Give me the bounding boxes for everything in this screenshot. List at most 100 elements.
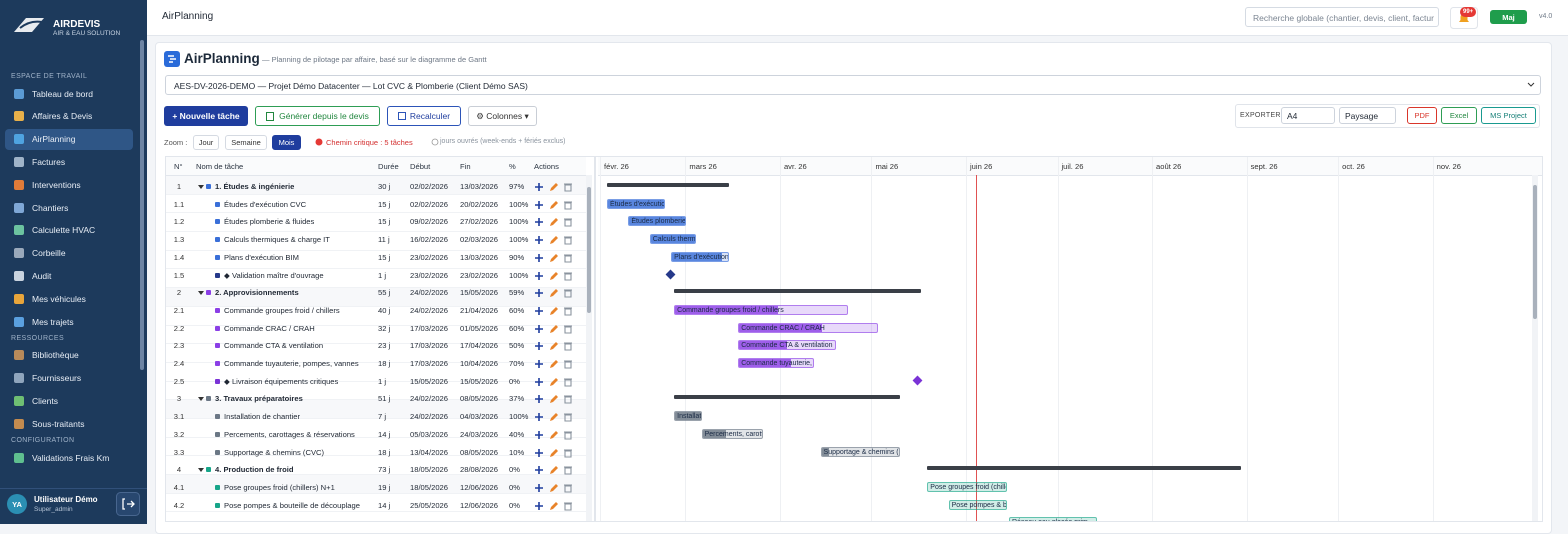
nav-item[interactable]: Calculette HVAC [5,220,133,241]
edit-task[interactable] [550,448,558,457]
add-subtask[interactable] [535,448,543,457]
edit-task[interactable] [550,360,558,368]
task-bar[interactable]: Percements, carottages & réservations [701,428,763,439]
add-subtask[interactable] [535,218,543,227]
edit-task[interactable] [550,289,558,298]
nav-item[interactable]: Interventions [5,174,133,195]
add-subtask[interactable] [535,483,543,492]
zoom-option[interactable]: Mois [272,135,301,150]
nav-item[interactable]: Affaires & Devis [5,106,133,127]
recalc-button[interactable]: Recalculer [387,106,461,126]
project-select[interactable]: AES-DV-2026-DEMO — Projet Démo Datacente… [165,75,1541,95]
edit-task[interactable] [550,218,558,227]
add-subtask[interactable] [535,377,543,386]
delete-task[interactable] [564,395,572,404]
add-subtask[interactable] [535,501,543,510]
pdf-button[interactable]: PDF [1407,107,1437,124]
toggle-icon[interactable] [197,184,205,190]
delete-task[interactable] [564,431,572,440]
add-subtask[interactable] [535,342,543,351]
nav-item[interactable]: Tableau de bord [5,83,133,104]
delete-task[interactable] [564,484,572,493]
toggle-icon[interactable] [197,467,205,473]
logout-button[interactable] [116,492,140,516]
edit-task[interactable] [550,200,558,209]
add-subtask[interactable] [535,289,543,298]
task-bar[interactable]: Études plomberie & fluides [628,216,687,227]
generate-button[interactable]: Générer depuis le devis [255,106,380,126]
nav-item[interactable]: Validations Frais Km [5,447,133,468]
zoom-option[interactable]: Semaine [225,135,267,150]
msproject-button[interactable]: MS Project [1481,107,1536,124]
edit-task[interactable] [550,306,558,315]
task-bar[interactable]: Études d'exécution CVC [607,198,665,209]
new-task-button[interactable]: + Nouvelle tâche [164,106,248,126]
nav-item[interactable]: Sous-traitants [5,413,133,434]
task-bar[interactable]: Installation de chantier [674,411,702,422]
delete-task[interactable] [564,360,572,369]
toggle-icon[interactable] [197,290,205,296]
task-bar[interactable]: Calculs thermiques & charge IT [649,234,696,245]
search-input[interactable]: Recherche globale (chantier, devis, clie… [1245,7,1439,27]
task-bar[interactable]: Commande CRAC / CRAH [738,322,879,333]
delete-task[interactable] [564,466,572,475]
delete-task[interactable] [564,218,572,227]
add-subtask[interactable] [535,306,543,315]
edit-task[interactable] [550,430,558,439]
edit-task[interactable] [550,236,558,245]
add-subtask[interactable] [535,253,543,262]
task-bar[interactable]: Commande groupes froid / chillers [674,304,848,315]
delete-task[interactable] [564,448,572,458]
delete-task[interactable] [564,307,572,316]
task-bar[interactable]: Plans d'exécution BIM [671,251,730,262]
add-subtask[interactable] [535,200,543,209]
nav-item[interactable]: Mes véhicules [5,288,133,309]
edit-task[interactable] [550,413,558,422]
task-bar[interactable]: Pose groupes froid (chillers) N+1 [927,481,1007,492]
nav-item[interactable]: Chantiers [5,197,133,218]
delete-task[interactable] [564,289,572,298]
delete-task[interactable] [564,378,572,387]
edit-task[interactable] [550,483,558,492]
add-subtask[interactable] [535,183,543,191]
task-bar[interactable]: Réseau eau glacée prim [1009,517,1097,521]
edit-task[interactable] [550,466,558,475]
zoom-option[interactable]: Jour [193,135,219,150]
edit-task[interactable] [550,183,558,191]
nav-item[interactable]: Clients [5,390,133,411]
delete-task[interactable] [564,413,572,422]
orientation-select[interactable]: Paysage [1339,107,1396,124]
nav-item[interactable]: Fournisseurs [5,368,133,389]
toggle-icon[interactable] [197,396,205,402]
delete-task[interactable] [564,236,572,245]
format-select[interactable]: A4 [1281,107,1335,124]
delete-task[interactable] [564,325,572,334]
update-button[interactable]: Maj [1490,10,1527,24]
add-subtask[interactable] [535,430,543,439]
add-subtask[interactable] [535,236,543,245]
add-subtask[interactable] [535,466,543,475]
task-bar[interactable]: Commande tuyauterie, pompes, vannes [738,358,815,368]
nav-item[interactable]: Mes trajets [5,311,133,332]
add-subtask[interactable] [535,271,543,280]
delete-task[interactable] [564,342,572,351]
edit-task[interactable] [550,342,558,351]
add-subtask[interactable] [535,413,543,422]
delete-task[interactable] [564,183,572,192]
delete-task[interactable] [564,271,572,281]
nav-item[interactable]: Factures [5,151,133,172]
edit-task[interactable] [550,324,558,333]
task-bar[interactable]: Supportage & chemins (CVC) [820,446,900,457]
edit-task[interactable] [550,271,558,280]
edit-task[interactable] [550,395,558,404]
edit-task[interactable] [550,501,558,510]
nav-item[interactable]: AirPlanning [5,128,133,150]
columns-button[interactable]: ⚙ Colonnes ▾ [468,106,537,126]
nav-item[interactable]: Audit [5,265,133,286]
task-bar[interactable]: Pose pompes & bouteille de découplage [948,499,1007,510]
add-subtask[interactable] [535,395,543,404]
excel-button[interactable]: Excel [1441,107,1477,124]
delete-task[interactable] [564,201,572,210]
edit-task[interactable] [550,377,558,386]
nav-item[interactable]: Bibliothèque [5,345,133,366]
